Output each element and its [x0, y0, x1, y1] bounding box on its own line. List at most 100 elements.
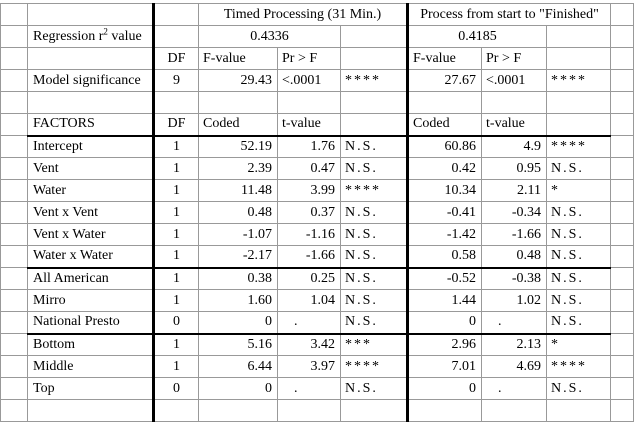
- empty-cell: [0, 69, 28, 92]
- df-cell: 0: [153, 311, 199, 335]
- s2-sig-cell: ****: [546, 69, 612, 92]
- row-all-american: All American 1 0.38 0.25 N.S. -0.52 -0.3…: [0, 267, 634, 290]
- df-header: DF: [153, 113, 199, 137]
- empty-cell: [0, 223, 28, 246]
- s2-r2-value: 0.4185: [407, 25, 548, 48]
- row-mirro: Mirro 1 1.60 1.04 N.S. 1.44 1.02 N.S.: [0, 289, 634, 312]
- s2-sig-cell: ****: [546, 135, 612, 158]
- s1-sig-cell: ****: [339, 355, 410, 378]
- s2-coded-cell: 60.86: [407, 135, 483, 158]
- empty-cell: [153, 25, 199, 48]
- s2-sig-cell: ****: [546, 355, 612, 378]
- label-cell: Middle: [27, 355, 155, 378]
- s1-t-cell: -1.66: [277, 245, 341, 269]
- s1-t-cell: 0.47: [277, 157, 341, 180]
- df-cell: 1: [153, 223, 199, 246]
- empty-cell: [546, 113, 612, 137]
- empty-cell: [339, 91, 410, 114]
- s1-t-cell: 1.76: [277, 135, 341, 158]
- r2-superscript: 2: [103, 25, 108, 36]
- s2-t-cell: -1.66: [481, 223, 548, 246]
- s2-prf-header: Pr > F: [481, 47, 548, 70]
- s1-coded-cell: -1.07: [198, 223, 278, 246]
- empty-cell: [153, 91, 199, 114]
- spacer-row: [0, 399, 634, 422]
- s2-sig-cell: N.S.: [546, 245, 612, 269]
- empty-cell: [0, 311, 28, 334]
- s1-sig-cell: N.S.: [339, 135, 410, 158]
- s1-t-cell: .: [277, 377, 341, 400]
- s2-coded-cell: 1.44: [407, 289, 483, 312]
- s2-coded-cell: -1.42: [407, 223, 483, 246]
- s1-coded-cell: -2.17: [198, 245, 278, 269]
- factors-header: FACTORS: [27, 113, 155, 137]
- empty-cell: [0, 91, 28, 114]
- section2-title: Process from start to "Finished": [407, 3, 612, 26]
- df-header: DF: [153, 47, 199, 70]
- row-bottom: Bottom 1 5.16 3.42 *** 2.96 2.13 *: [0, 333, 634, 356]
- s2-f-cell: 27.67: [407, 69, 483, 92]
- empty-cell: [610, 135, 634, 158]
- s2-coded-cell: 2.96: [407, 333, 483, 356]
- s1-t-cell: 1.04: [277, 289, 341, 312]
- empty-cell: [610, 245, 634, 268]
- empty-cell: [610, 157, 634, 180]
- empty-cell: [407, 399, 483, 422]
- model-label: Model significance: [27, 69, 155, 92]
- s2-t-cell: -0.38: [481, 267, 548, 290]
- empty-cell: [277, 91, 341, 114]
- empty-cell: [339, 25, 410, 48]
- s2-coded-cell: 0.42: [407, 157, 483, 180]
- empty-cell: [610, 311, 634, 334]
- df-cell: 1: [153, 157, 199, 180]
- row-national-presto: National Presto 0 0 . N.S. 0 . N.S.: [0, 311, 634, 335]
- factors-header-row: FACTORS DF Coded t-value Coded t-value: [0, 113, 634, 137]
- empty-cell: [0, 135, 28, 158]
- empty-cell: [0, 399, 28, 422]
- empty-cell: [610, 69, 634, 92]
- empty-cell: [610, 333, 634, 356]
- s2-coded-cell: 0: [407, 311, 483, 335]
- s2-tvalue-header: t-value: [481, 113, 548, 137]
- empty-cell: [610, 267, 634, 290]
- title-row: Timed Processing (31 Min.) Process from …: [0, 3, 634, 26]
- label-cell: Intercept: [27, 135, 155, 158]
- s1-coded-cell: 5.16: [198, 333, 278, 356]
- s1-coded-cell: 0.48: [198, 201, 278, 224]
- empty-cell: [27, 91, 155, 114]
- empty-cell: [407, 91, 483, 114]
- empty-cell: [610, 289, 634, 312]
- s1-sig-cell: N.S.: [339, 201, 410, 224]
- s1-t-cell: 3.42: [277, 333, 341, 356]
- s1-sig-cell: ***: [339, 333, 410, 356]
- empty-cell: [610, 223, 634, 246]
- row-middle: Middle 1 6.44 3.97 **** 7.01 4.69 ****: [0, 355, 634, 378]
- s1-coded-cell: 52.19: [198, 135, 278, 158]
- s2-sig-cell: N.S.: [546, 289, 612, 312]
- empty-cell: [339, 47, 410, 70]
- empty-cell: [610, 3, 634, 26]
- s1-t-cell: 0.37: [277, 201, 341, 224]
- empty-cell: [610, 399, 634, 422]
- s1-coded-cell: 2.39: [198, 157, 278, 180]
- s1-sig-cell: ****: [339, 179, 410, 202]
- empty-cell: [0, 3, 28, 26]
- s2-sig-cell: N.S.: [546, 201, 612, 224]
- empty-cell: [546, 91, 612, 114]
- row-top: Top 0 0 . N.S. 0 . N.S.: [0, 377, 634, 400]
- s1-sig-cell: ****: [339, 69, 410, 92]
- s1-coded-cell: 6.44: [198, 355, 278, 378]
- s1-prf-header: Pr > F: [277, 47, 341, 70]
- model-header-row: DF F-value Pr > F F-value Pr > F: [0, 47, 634, 70]
- empty-cell: [0, 47, 28, 70]
- s1-sig-cell: N.S.: [339, 223, 410, 246]
- df-cell: 1: [153, 179, 199, 202]
- empty-cell: [339, 399, 410, 422]
- s1-sig-cell: N.S.: [339, 267, 410, 290]
- s2-t-cell: 2.11: [481, 179, 548, 202]
- s2-t-cell: 2.13: [481, 333, 548, 356]
- s2-sig-cell: N.S.: [546, 223, 612, 246]
- s1-coded-cell: 0: [198, 377, 278, 400]
- empty-cell: [198, 91, 278, 114]
